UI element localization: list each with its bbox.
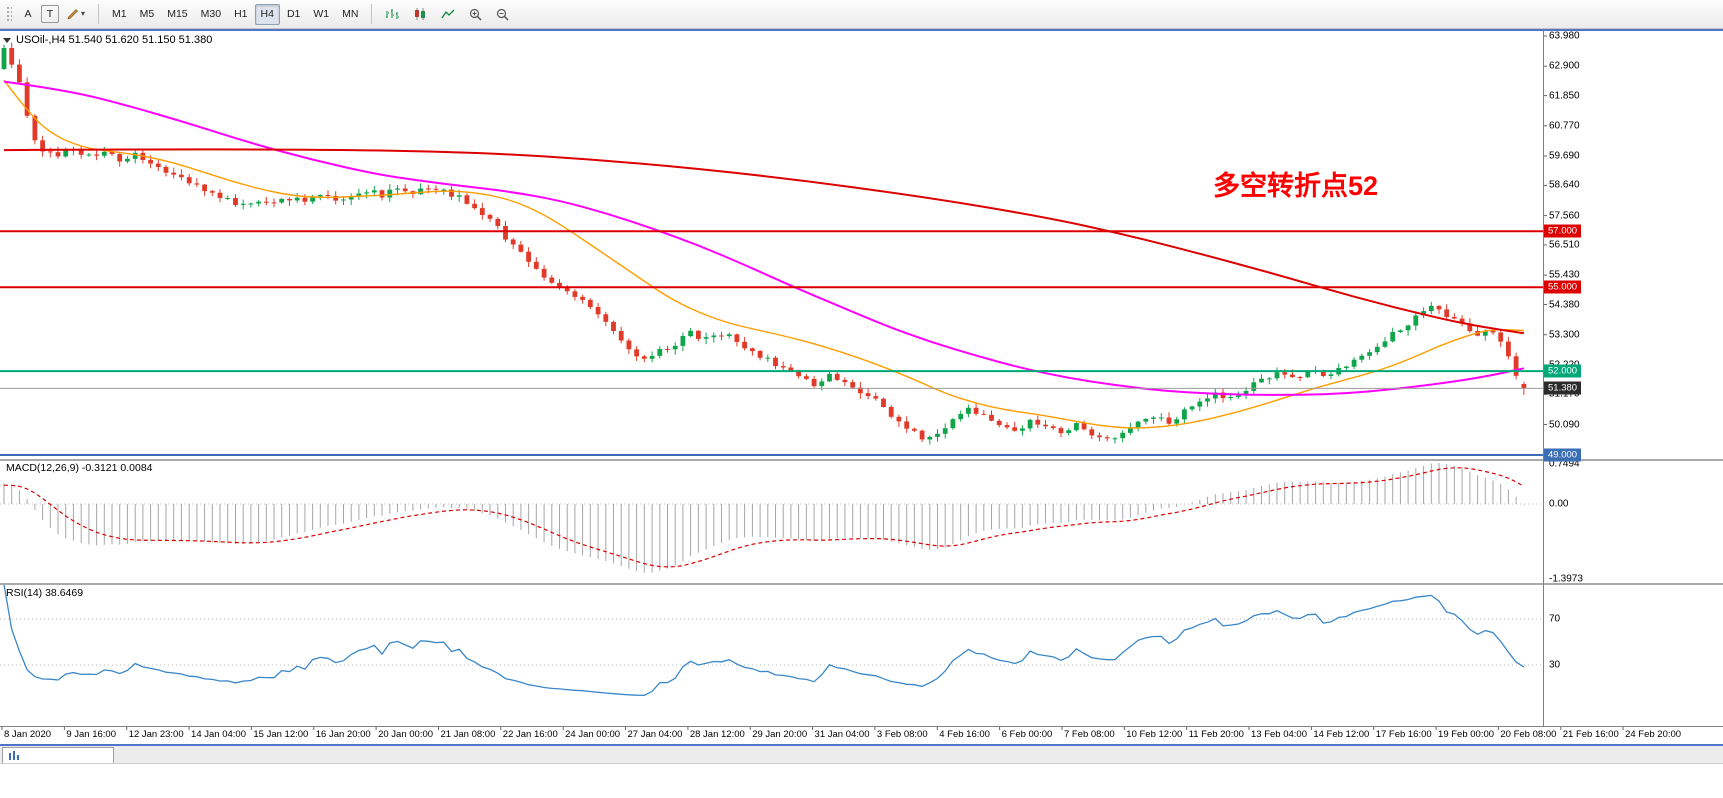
rsi-level-label: 30 [1549,659,1561,671]
time-axis-label: 13 Feb 04:00 [1251,729,1307,740]
time-axis-label: 22 Jan 16:00 [502,729,558,740]
drawing-tools-button[interactable]: ▾ [61,4,91,25]
zoom-out-icon [497,8,510,21]
quick-trade-arrow-icon[interactable] [3,37,11,43]
price-line-tag: 49.000 [1544,448,1582,462]
timeframe-button-d1[interactable]: D1 [281,4,306,25]
timeframe-button-mn[interactable]: MN [336,4,364,25]
price-axis-label: 60.770 [1549,120,1580,132]
time-axis-label: 28 Jan 12:00 [689,729,745,740]
toolbar-separator [98,4,100,24]
time-axis-label: 14 Jan 04:00 [191,729,246,740]
zoom-out-button[interactable] [490,4,515,25]
bar-chart-mode-button[interactable] [379,4,405,25]
time-axis-label: 4 Feb 16:00 [939,729,990,740]
chart-tab-bar [0,746,1723,764]
chart-window-bottom-border [0,744,1723,746]
time-axis-label: 31 Jan 04:00 [814,729,870,740]
time-axis-label: 20 Feb 08:00 [1500,729,1557,740]
price-axis-label: 57.560 [1549,210,1580,222]
time-axis-label: 12 Jan 23:00 [128,729,184,740]
zoom-in-icon [470,8,483,21]
time-axis-label: 29 Jan 20:00 [752,729,808,740]
macd-indicator-label: MACD(12,26,9) -0.3121 0.0084 [6,462,153,474]
price-line-tag: 57.000 [1544,224,1582,238]
price-axis-label: 62.900 [1549,60,1580,72]
price-axis-border[interactable] [1543,31,1544,726]
toolbar-separator [371,4,373,24]
rsi-level-label: 70 [1549,613,1561,625]
top-toolbar: A T ▾ M1 M5 M15 M30 H1 H4 D1 W1 MN [0,0,1723,29]
timeframe-button-w1[interactable]: W1 [307,4,335,25]
time-axis-label: 24 Jan 00:00 [565,729,621,740]
timeframe-button-m15[interactable]: M15 [161,4,193,25]
chart-tab[interactable] [2,747,114,763]
time-axis-label: 16 Jan 20:00 [315,729,371,740]
time-axis-label: 8 Jan 2020 [4,729,52,740]
chart-title-row: USOil-,H4 51.540 51.620 51.150 51.380 [3,34,212,46]
macd-panel-separator[interactable] [0,459,1723,461]
price-line-tag: 52.000 [1544,364,1582,378]
timeframe-button-m30[interactable]: M30 [195,4,227,25]
macd-axis-label: 0.00 [1549,498,1569,510]
time-axis-label: 9 Jan 16:00 [66,729,116,740]
price-axis-label: 53.300 [1549,329,1580,341]
time-axis-label: 7 Feb 08:00 [1063,729,1115,740]
timeframe-button-h4[interactable]: H4 [254,3,280,25]
time-axis-label: 14 Feb 12:00 [1313,729,1370,740]
text-tool-button[interactable]: A [17,4,39,25]
time-axis-border [0,726,1723,727]
candlestick-mode-button[interactable] [407,4,433,25]
time-axis-label: 11 Feb 20:00 [1188,729,1244,740]
timeframe-button-group: M1 M5 M15 M30 H1 H4 D1 W1 MN [106,3,364,25]
time-axis-label: 20 Jan 00:00 [378,729,434,740]
macd-axis-label: -1.3973 [1549,573,1583,585]
line-chart-mode-button[interactable] [435,4,461,25]
chart-window-top-border [0,29,1723,31]
price-axis-label: 50.090 [1549,419,1580,430]
chart-title: USOil-,H4 51.540 51.620 51.150 51.380 [16,34,213,46]
price-line-tag: 55.000 [1544,280,1582,294]
rsi-indicator-label: RSI(14) 38.6469 [6,587,84,599]
time-axis-label: 15 Jan 12:00 [253,729,309,740]
bar-chart-icon [386,9,400,19]
pencil-icon [67,9,78,20]
macd-axis-label: 0.7494 [1549,458,1580,470]
price-axis-label: 63.980 [1549,30,1580,42]
chart-annotation-text[interactable]: 多空转折点52 [1213,171,1379,201]
time-axis-label: 6 Feb 00:00 [1001,729,1053,740]
text-label-tool-button[interactable]: T [41,5,59,23]
time-axis-label: 10 Feb 12:00 [1126,729,1183,740]
price-axis-label: 58.640 [1549,179,1580,191]
current-price-tag: 51.380 [1544,381,1582,395]
chevron-down-icon: ▾ [81,9,86,18]
price-axis-label: 61.850 [1549,90,1580,102]
time-axis-label: 17 Feb 16:00 [1375,729,1432,740]
time-axis-label: 24 Feb 20:00 [1625,729,1682,740]
rsi-panel-separator[interactable] [0,583,1723,585]
candlestick-icon [415,8,426,20]
timeframe-button-h1[interactable]: H1 [228,4,253,25]
timeframe-button-m1[interactable]: M1 [106,4,133,25]
price-axis-label: 59.690 [1549,150,1580,162]
price-axis-label: 56.510 [1549,239,1580,251]
time-axis-label: 19 Feb 00:00 [1438,729,1495,740]
zoom-in-button[interactable] [463,4,488,25]
time-axis-label: 21 Jan 08:00 [440,729,496,740]
time-axis-label: 3 Feb 08:00 [876,729,928,740]
line-chart-icon [441,9,455,19]
price-axis-label: 55.430 [1549,269,1580,281]
chart-tab-icon [9,751,19,760]
time-axis-label: 21 Feb 16:00 [1562,729,1619,740]
price-axis-label: 54.380 [1549,299,1580,311]
toolbar-grip-handle[interactable] [5,5,12,23]
timeframe-button-m5[interactable]: M5 [134,4,161,25]
time-axis-label: 27 Jan 04:00 [627,729,683,740]
